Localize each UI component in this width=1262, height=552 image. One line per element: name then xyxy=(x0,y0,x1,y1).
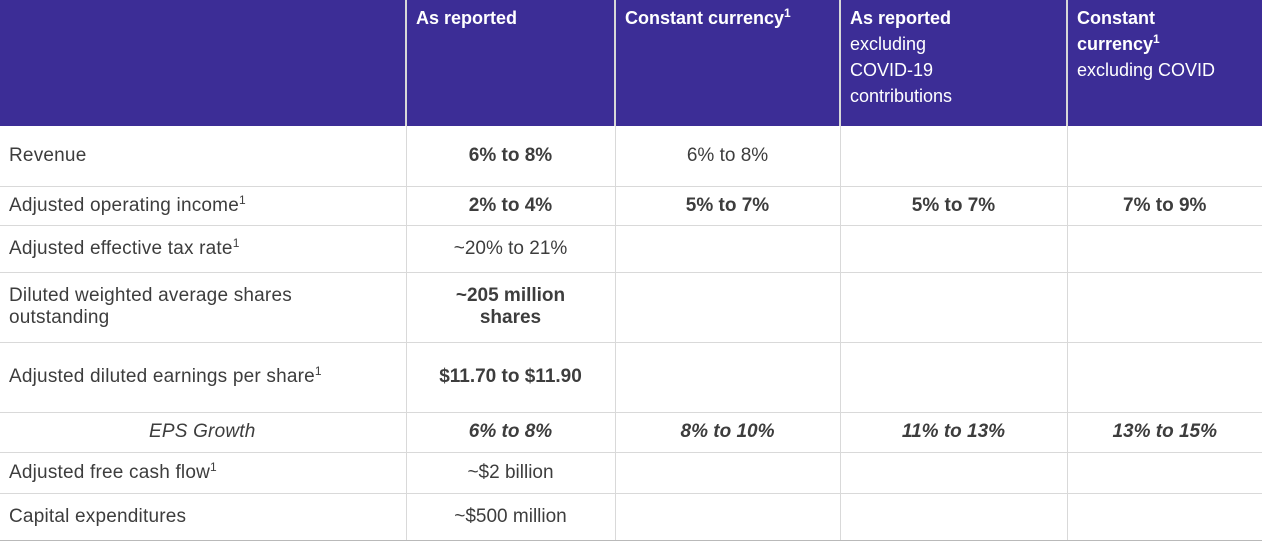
header-line: As reported xyxy=(850,5,1057,31)
value-cell: $11.70 to $11.90 xyxy=(405,341,615,412)
text: COVID-19 xyxy=(850,60,934,80)
column-header-constant-currency-excluding-covid: Constant currency1 excluding COVID xyxy=(1066,0,1262,126)
footnote-superscript: 1 xyxy=(210,459,217,474)
value-cell xyxy=(614,341,840,412)
header-line: excluding xyxy=(850,31,1057,57)
value-cell xyxy=(614,492,840,541)
value-cell xyxy=(614,451,840,493)
value-cell: 5% to 7% xyxy=(839,185,1067,225)
row-label: Adjusted free cash flow1 xyxy=(0,451,406,493)
text: Adjusted free cash flow xyxy=(9,461,211,483)
value-cell xyxy=(1066,451,1262,493)
column-header-as-reported-excluding-covid: As reported excluding COVID-19 contribution… xyxy=(839,0,1067,126)
header-line: currency1 xyxy=(1077,31,1253,57)
header-line: COVID-19 xyxy=(850,57,1057,83)
value-cell: ~$2 billion xyxy=(405,451,615,493)
value-cell: 6% to 8% xyxy=(405,126,615,186)
footnote-superscript: 1 xyxy=(784,6,791,20)
text: As reported xyxy=(850,8,952,28)
text: Constant xyxy=(1077,8,1155,28)
footnote-superscript: 1 xyxy=(232,235,240,250)
value-cell xyxy=(839,492,1067,541)
value-cell: 6% to 8% xyxy=(614,126,840,186)
header-line: Constant currency1 xyxy=(625,5,830,31)
row-label: Adjusted effective tax rate1 xyxy=(0,224,406,272)
text: EPS Growth xyxy=(148,421,256,442)
header-line: Constant xyxy=(1077,5,1253,31)
column-header-constant-currency: Constant currency1 xyxy=(614,0,840,126)
label-line: outstanding xyxy=(9,307,110,328)
table-row: Adjusted diluted earnings per share1 $11.… xyxy=(0,341,1262,412)
value-cell: 5% to 7% xyxy=(614,185,840,225)
value-cell: 13% to 15% xyxy=(1066,411,1262,452)
footnote-superscript: 1 xyxy=(314,364,322,378)
table-row: Adjusted effective tax rate1 ~20% to 21% xyxy=(0,224,1262,272)
value-cell xyxy=(839,341,1067,412)
header-line: contributions xyxy=(850,83,1057,109)
header-line: excluding COVID xyxy=(1077,57,1253,83)
row-label: Revenue xyxy=(0,126,406,186)
table-row: Diluted weighted average shares outstandi… xyxy=(0,271,1262,342)
table-row: EPS Growth 6% to 8% 8% to 10% 11% to 13% 13%… xyxy=(0,411,1262,452)
value-cell xyxy=(1066,224,1262,272)
value-cell xyxy=(839,224,1067,272)
table-row: Capital expenditures ~$500 million xyxy=(0,492,1262,541)
text: currency xyxy=(1077,34,1154,54)
column-header-metric xyxy=(0,0,406,126)
label-line: Diluted weighted average shares xyxy=(9,285,292,306)
value-cell xyxy=(1066,126,1262,186)
value-cell xyxy=(614,271,840,342)
text: Adjusted effective tax rate xyxy=(9,237,233,259)
text: excluding COVID xyxy=(1077,60,1216,80)
value-cell xyxy=(614,224,840,272)
value-cell xyxy=(1066,492,1262,541)
value-cell: 8% to 10% xyxy=(614,411,840,452)
value-cell xyxy=(1066,271,1262,342)
value-cell xyxy=(839,126,1067,186)
value-cell xyxy=(839,451,1067,493)
header-row: As reported Constant currency1 As reported… xyxy=(0,0,1262,126)
value-cell: ~$500 million xyxy=(405,492,615,541)
table-row: Revenue 6% to 8% 6% to 8% xyxy=(0,126,1262,186)
value-cell xyxy=(1066,341,1262,412)
row-label: Adjusted diluted earnings per share1 xyxy=(0,341,406,412)
table-row: Adjusted operating income1 2% to 4% 5% to … xyxy=(0,185,1262,225)
text: Capital expenditures xyxy=(9,505,187,527)
row-label: Diluted weighted average shares outstandi… xyxy=(0,271,406,342)
value-cell xyxy=(839,271,1067,342)
table-row: Adjusted free cash flow1 ~$2 billion xyxy=(0,451,1262,493)
value-cell: 11% to 13% xyxy=(839,411,1067,452)
value-cell: ~20% to 21% xyxy=(405,224,615,272)
value-cell: ~205 million shares xyxy=(405,271,615,342)
value-cell: 2% to 4% xyxy=(405,185,615,225)
text: Revenue xyxy=(9,144,87,166)
value-cell: 7% to 9% xyxy=(1066,185,1262,225)
text: Constant currency xyxy=(625,8,785,28)
table-body: Revenue 6% to 8% 6% to 8% Adjusted operatin… xyxy=(0,126,1262,541)
text: Adjusted diluted earnings per share xyxy=(9,366,315,387)
text: As reported xyxy=(416,8,518,28)
column-header-as-reported: As reported xyxy=(405,0,615,126)
header-line: As reported xyxy=(416,5,605,31)
row-label: EPS Growth xyxy=(0,411,406,452)
footnote-superscript: 1 xyxy=(238,192,246,207)
text: Adjusted operating income xyxy=(9,194,239,216)
text: contributions xyxy=(850,86,953,106)
row-label: Adjusted operating income1 xyxy=(0,185,406,225)
value-line: ~205 million xyxy=(455,285,566,306)
row-label: Capital expenditures xyxy=(0,492,406,541)
text: excluding xyxy=(850,34,927,54)
value-line: shares xyxy=(479,307,542,328)
value-cell: 6% to 8% xyxy=(405,411,615,452)
footnote-superscript: 1 xyxy=(1153,32,1160,46)
table-header: As reported Constant currency1 As reported… xyxy=(0,0,1262,126)
